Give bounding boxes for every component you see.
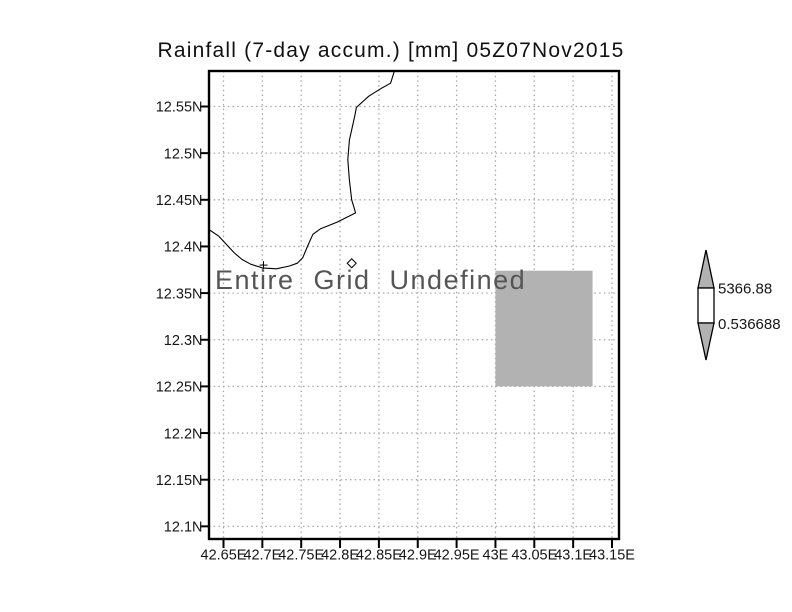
chart-title: Rainfall (7-day accum.) [mm] 05Z07Nov201…	[157, 39, 624, 62]
x-tick-label: 43.1E	[554, 548, 592, 564]
plot-border	[207, 69, 621, 541]
y-tick-label: 12.4N	[164, 240, 203, 256]
x-tick-label: 42.85E	[356, 548, 402, 564]
colorbar-min-label: 0.536688	[718, 316, 781, 333]
axis-ticks	[200, 105, 613, 548]
coastline-path	[209, 71, 395, 270]
y-tick-label: 12.15N	[156, 473, 203, 489]
colorbar-max-label: 5366.88	[718, 281, 772, 298]
y-tick-label: 12.25N	[156, 380, 203, 396]
x-tick-label: 42.65E	[201, 548, 247, 564]
coast-markers	[259, 258, 357, 270]
diamond-marker-icon	[346, 258, 357, 269]
overlay-message: Entire Grid Undefined	[215, 265, 526, 295]
y-tick-label: 12.45N	[156, 193, 203, 209]
colorbar-range-box	[697, 287, 715, 324]
y-tick-label: 12.2N	[164, 426, 203, 442]
y-tick-label: 12.55N	[156, 100, 203, 116]
x-tick-label: 43E	[483, 548, 509, 564]
y-axis-labels: 12.55N 12.5N 12.45N 12.4N 12.35N 12.3N 12.25N 1…	[156, 100, 203, 536]
x-tick-label: 43.15E	[589, 548, 635, 564]
y-tick-label: 12.35N	[156, 286, 203, 302]
colorbar: 5366.88 0.536688	[697, 249, 781, 361]
x-tick-label: 42.7E	[243, 548, 281, 564]
colorbar-lower-arrow	[697, 322, 715, 361]
x-tick-label: 42.95E	[434, 548, 480, 564]
x-tick-label: 43.05E	[511, 548, 557, 564]
colorbar-upper-arrow	[697, 249, 715, 289]
y-tick-label: 12.5N	[164, 146, 203, 162]
undefined-data-region	[495, 270, 593, 387]
plus-marker-icon	[259, 261, 268, 270]
map-content	[209, 71, 395, 270]
x-tick-label: 42.8E	[321, 548, 359, 564]
y-tick-label: 12.1N	[164, 520, 203, 536]
x-tick-label: 42.75E	[278, 548, 324, 564]
x-tick-label: 42.9E	[399, 548, 437, 564]
y-tick-label: 12.3N	[164, 333, 203, 349]
